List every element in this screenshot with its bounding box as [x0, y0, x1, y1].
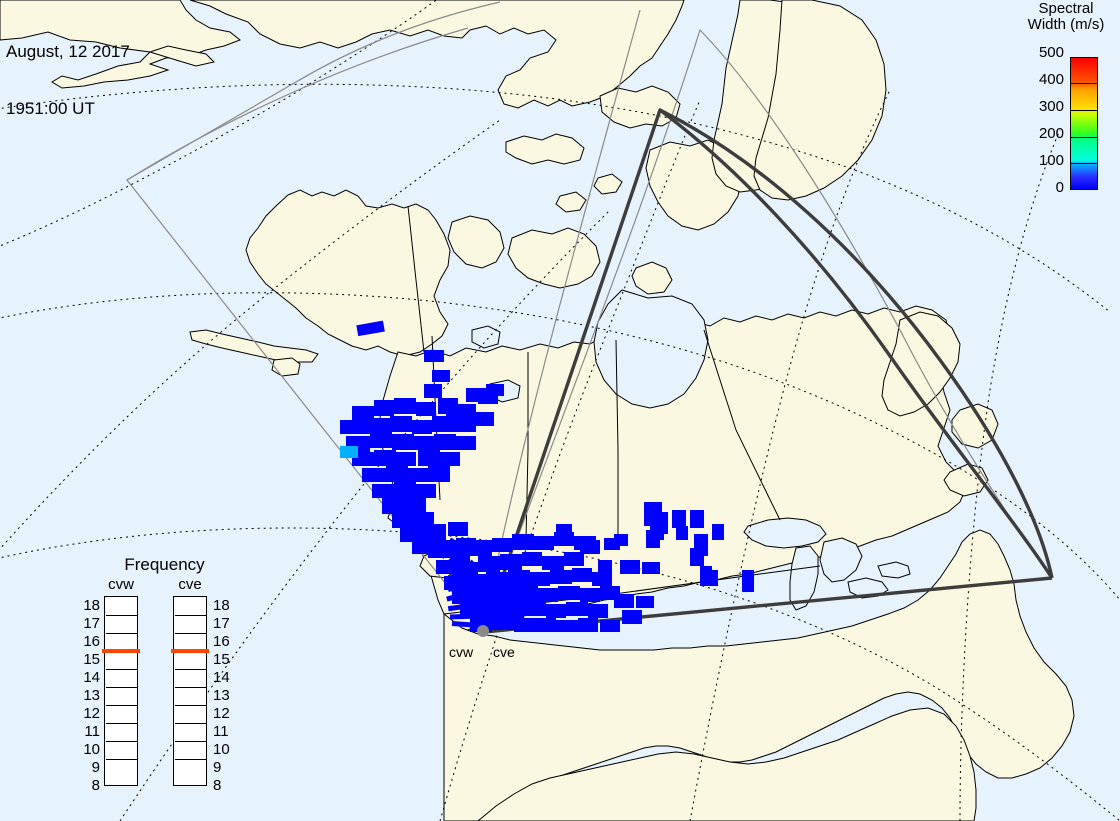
lake-great-bear [471, 325, 501, 349]
data-cluster-far [676, 510, 704, 540]
lake-huron [819, 537, 863, 583]
colorbar-title: Spectral Width (m/s) [1012, 1, 1120, 33]
frequency-tick-label: 18 [213, 597, 230, 614]
frequency-tick-label: 10 [213, 741, 230, 758]
border-alaska-canada [407, 205, 425, 353]
graticule-parallel-2 [0, 292, 1120, 601]
frequency-tick-label: 9 [213, 759, 222, 776]
land-banks-island [447, 215, 505, 269]
colorbar-tick-label: 500 [1038, 44, 1064, 61]
data-cluster-great-lakes [644, 502, 718, 586]
land-small-arctic-isle-b [593, 173, 623, 195]
land-united-states [443, 529, 1075, 821]
frequency-column-label-cvw: cvw [108, 576, 134, 593]
lake-ontario [877, 561, 911, 579]
radar-site-label-cvw: cvw [449, 644, 474, 660]
land-mexico [477, 707, 977, 821]
frequency-tick-label: 14 [213, 669, 230, 686]
landmasses [0, 0, 1075, 821]
frequency-tick-label: 16 [83, 633, 100, 650]
colorbar-divider [1070, 110, 1098, 111]
colorbar-divider [1070, 137, 1098, 138]
frequency-bar-cve [173, 596, 207, 786]
colorbar-tick-label: 200 [1038, 125, 1064, 142]
frequency-tick-label: 17 [83, 615, 100, 632]
data-cell [356, 320, 385, 337]
land-north-america [189, 0, 685, 109]
radar-site-marker [477, 625, 489, 637]
colorbar-title-line1: Spectral [1038, 0, 1094, 17]
frequency-tick-label: 12 [83, 705, 100, 722]
data-cluster-northwest [340, 370, 504, 556]
land-aleutian-island [271, 357, 301, 377]
land-alaska-peninsula [189, 329, 319, 363]
time-text: 1951:00 UT [6, 99, 95, 118]
land-small-arctic-isle-a [555, 191, 587, 213]
fov-cvw-outline [126, 1, 501, 632]
fov-cve-outline-inner [482, 28, 1053, 632]
fov-cvw-arc [126, 27, 469, 181]
frequency-tick-label: 12 [213, 705, 230, 722]
frequency-legend-title: Frequency [124, 555, 205, 574]
lake-superior [743, 517, 827, 549]
lake-michigan [789, 545, 819, 611]
frequency-tick-label: 8 [91, 777, 100, 794]
frequency-bar-cvw [104, 596, 138, 786]
frequency-tick-label: 13 [83, 687, 100, 704]
colorbar-tick-label: 300 [1038, 98, 1064, 115]
graticule-meridian-5 [689, 89, 891, 821]
frequency-tick-label: 11 [84, 723, 100, 740]
colorbar-title-line2: Width (m/s) [1027, 16, 1105, 33]
frequency-marker-cvw [102, 649, 140, 653]
colorbar-gradient [1070, 57, 1098, 190]
frequency-tick-label: 8 [213, 777, 222, 794]
data-cluster-scattered-nw [424, 350, 498, 404]
land-chukotka [148, 45, 215, 67]
graticule-meridian-6 [959, 129, 1061, 821]
graticule-parallel-1 [0, 83, 1111, 313]
colorbar-divider [1070, 163, 1098, 164]
frequency-tick-label: 15 [83, 651, 100, 668]
land-newfoundland [951, 403, 999, 449]
border-provinces-3 [615, 339, 619, 548]
colorbar-tick-label: 100 [1038, 152, 1064, 169]
land-greenland-north [753, 0, 887, 201]
date-text: August, 12 2017 [6, 42, 130, 61]
fov-cve-arc [659, 108, 1054, 579]
frequency-tick-label: 14 [83, 669, 100, 686]
land-siberia [0, 0, 241, 89]
colorbar-divider [1070, 83, 1098, 84]
frequency-tick-label: 13 [213, 687, 230, 704]
frequency-tick-label: 15 [213, 651, 230, 668]
frequency-marker-cve [171, 649, 209, 653]
data-cell-cyan [340, 446, 358, 458]
colorbar-tick-label: 0 [1055, 179, 1064, 196]
colorbar-tick-label: 400 [1038, 71, 1064, 88]
frequency-tick-label: 11 [213, 723, 229, 740]
border-canada-east [703, 329, 781, 521]
frequency-tick-label: 9 [91, 759, 100, 776]
frequency-tick-label: 18 [83, 597, 100, 614]
hudson-bay [593, 289, 709, 409]
frequency-tick-label: 17 [213, 615, 230, 632]
graticule-meridian-2 [0, 119, 501, 550]
radar-site-label-cve: cve [493, 644, 515, 660]
timestamp-block: August, 12 2017 1951:00 UT [6, 4, 130, 156]
graticule-parallel-3 [0, 527, 1120, 821]
frequency-tick-label: 10 [83, 741, 100, 758]
graticule-meridian-1 [0, 0, 438, 247]
frequency-column-label-cve: cve [178, 576, 202, 593]
radar-data-cells [340, 320, 754, 632]
land-labrador [881, 311, 961, 417]
colorbar: Spectral Width (m/s) 500 400 300 200 100… [1012, 0, 1120, 200]
frequency-tick-label: 16 [213, 633, 230, 650]
land-parry-islands [505, 133, 585, 165]
data-beams-at-site [439, 537, 481, 628]
land-southampton-island [631, 261, 673, 295]
fov-cve-far-edge [482, 108, 1054, 633]
frequency-legend: Frequency cvw cve [82, 556, 247, 796]
